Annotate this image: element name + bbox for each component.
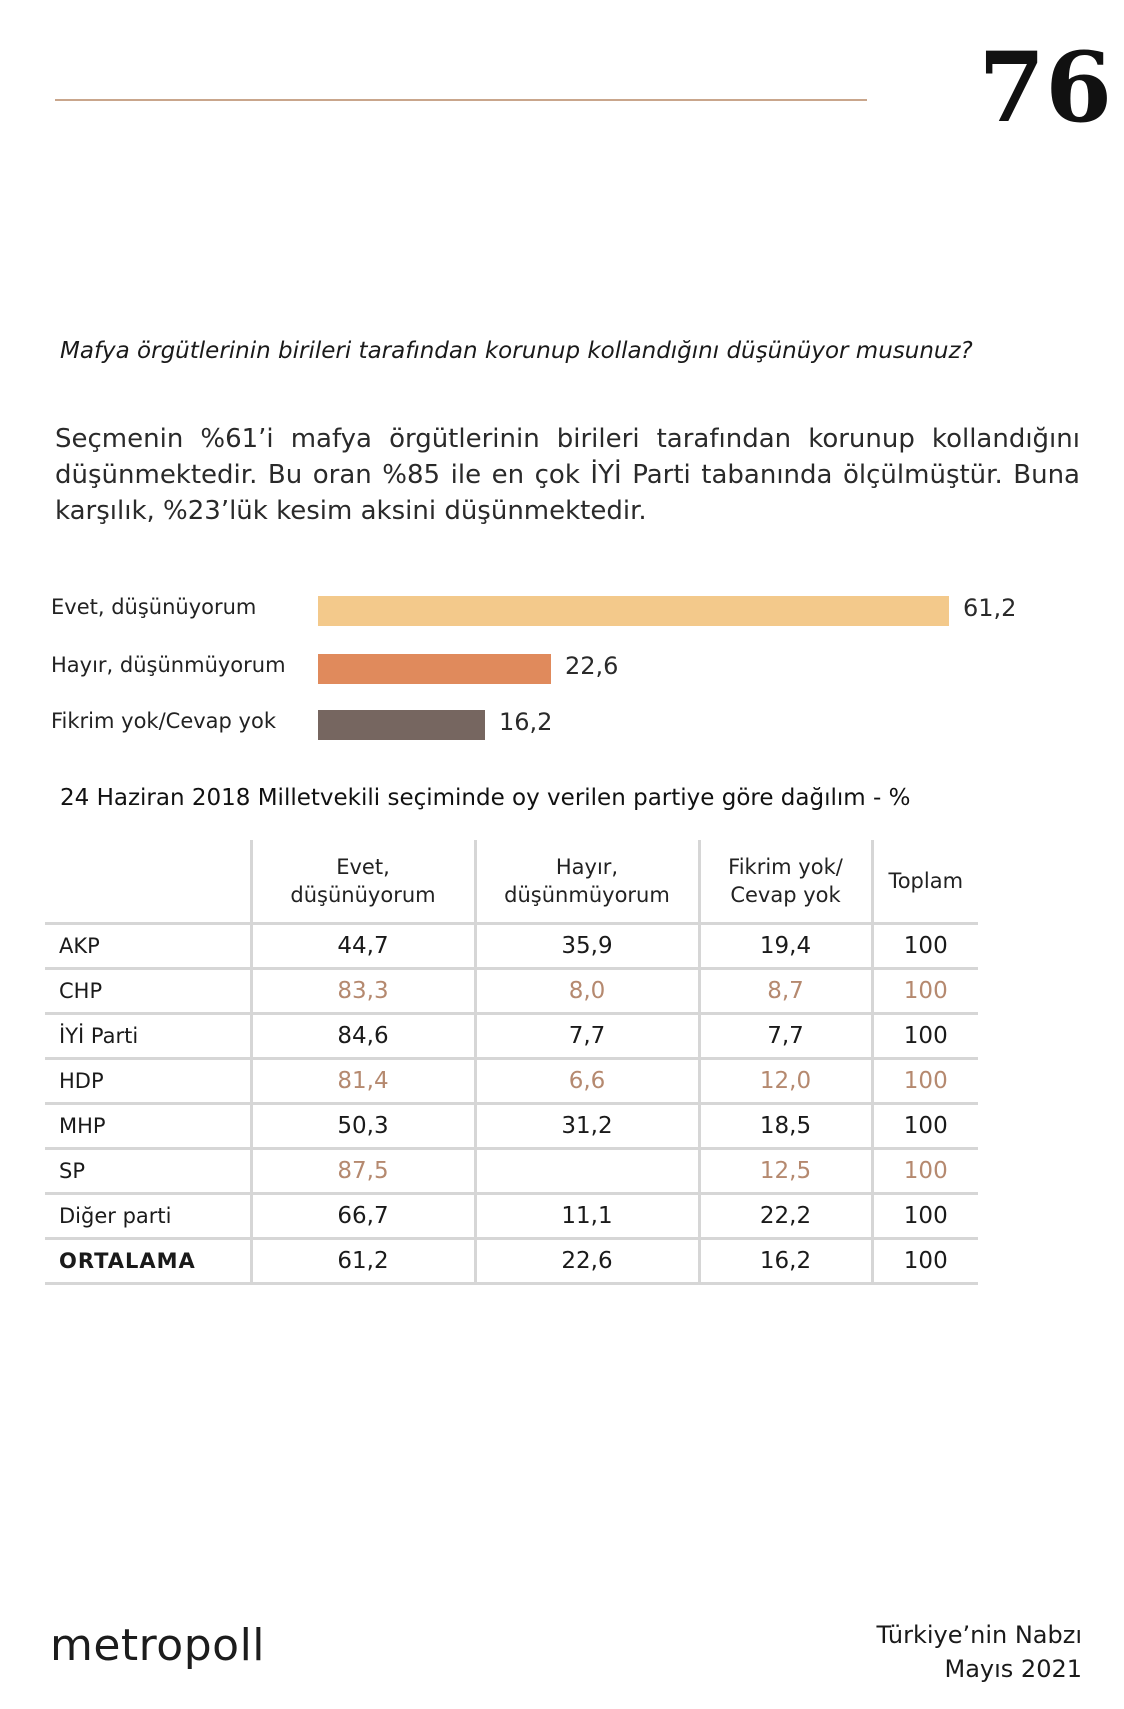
table-row: CHP 83,3 8,0 8,7 100 [45, 968, 978, 1015]
table-cell: 66,7 [249, 1193, 475, 1240]
column-header: Toplam [870, 840, 978, 925]
bar-label: Hayır, düşünmüyorum [51, 653, 286, 677]
table-cell: 16,2 [697, 1238, 872, 1285]
table-row: MHP 50,3 31,2 18,5 100 [45, 1103, 978, 1150]
table-cell: 84,6 [249, 1013, 475, 1060]
table-cell: 8,7 [697, 968, 872, 1015]
page-number: 76 [978, 31, 1112, 144]
column-header: Fikrim yok/Cevap yok [697, 840, 872, 925]
table-cell: 12,0 [697, 1058, 872, 1105]
bar-value-label: 16,2 [499, 708, 553, 736]
party-column-header [45, 840, 251, 925]
table-cell: 100 [870, 968, 978, 1015]
table-row: Diğer parti 66,7 11,1 22,2 100 [45, 1193, 978, 1240]
table-cell: 81,4 [249, 1058, 475, 1105]
table-cell: 11,1 [473, 1193, 699, 1240]
table-row: AKP 44,7 35,9 19,4 100 [45, 923, 978, 970]
party-name: İYİ Parti [45, 1013, 251, 1060]
table-cell: 83,3 [249, 968, 475, 1015]
overall-bar-chart: Evet, düşünüyorum 61,2 Hayır, düşünmüyorum… [0, 580, 1124, 750]
column-header: Evet, düşünüyorum [249, 840, 475, 925]
column-header: Hayır, düşünmüyorum [473, 840, 699, 925]
table-title: 24 Haziran 2018 Milletvekili seçiminde o… [60, 785, 911, 811]
table-cell: 12,5 [697, 1148, 872, 1195]
publication-date: Mayıs 2021 [944, 1655, 1083, 1683]
header-rule [55, 99, 867, 101]
table-cell: 18,5 [697, 1103, 872, 1150]
table-cell: 100 [870, 1013, 978, 1060]
table-row: HDP 81,4 6,6 12,0 100 [45, 1058, 978, 1105]
table-cell: 31,2 [473, 1103, 699, 1150]
table-cell: 22,2 [697, 1193, 872, 1240]
table-cell: 19,4 [697, 923, 872, 970]
party-name: CHP [45, 968, 251, 1015]
table-cell: 22,6 [473, 1238, 699, 1285]
party-name: AKP [45, 923, 251, 970]
table-cell: 35,9 [473, 923, 699, 970]
publication-name: Türkiye’nin Nabzı [876, 1621, 1083, 1649]
table-cell: 100 [870, 1238, 978, 1285]
bar [318, 596, 949, 626]
table-cell: 87,5 [249, 1148, 475, 1195]
party-name: SP [45, 1148, 251, 1195]
table-cell: 100 [870, 1193, 978, 1240]
table-row: İYİ Parti 84,6 7,7 7,7 100 [45, 1013, 978, 1060]
table-cell: 8,0 [473, 968, 699, 1015]
table-cell: 50,3 [249, 1103, 475, 1150]
party-name: MHP [45, 1103, 251, 1150]
table-cell: 44,7 [249, 923, 475, 970]
bar-label: Fikrim yok/Cevap yok [51, 709, 276, 733]
survey-question: Mafya örgütlerinin birileri tarafından k… [60, 338, 973, 364]
summary-paragraph: Seçmenin %61’i mafya örgütlerinin birile… [55, 424, 1080, 526]
party-name: Diğer parti [45, 1193, 251, 1240]
table-cell: 61,2 [249, 1238, 475, 1285]
table-cell: 7,7 [697, 1013, 872, 1060]
table-cell [473, 1148, 699, 1195]
table-cell: 6,6 [473, 1058, 699, 1105]
distribution-table: Evet, düşünüyorum Hayır, düşünmüyorum Fikrim… [45, 840, 978, 1285]
table-cell: 100 [870, 1103, 978, 1150]
table-row: SP 87,5 12,5 100 [45, 1148, 978, 1195]
bar-value-label: 22,6 [565, 652, 619, 680]
footer-publication-info: Türkiye’nin Nabzı Mayıs 2021 [877, 1618, 1083, 1686]
table-cell: 100 [870, 1148, 978, 1195]
bar-value-label: 61,2 [963, 594, 1017, 622]
bar [318, 710, 485, 740]
table-row: ORTALAMA 61,2 22,6 16,2 100 [45, 1238, 978, 1285]
bar [318, 654, 551, 684]
table-cell: 7,7 [473, 1013, 699, 1060]
metropoll-logo: metropoll [50, 1620, 266, 1671]
table-cell: 100 [870, 1058, 978, 1105]
bar-label: Evet, düşünüyorum [51, 595, 257, 619]
party-name: HDP [45, 1058, 251, 1105]
table-cell: 100 [870, 923, 978, 970]
party-name: ORTALAMA [45, 1238, 251, 1285]
